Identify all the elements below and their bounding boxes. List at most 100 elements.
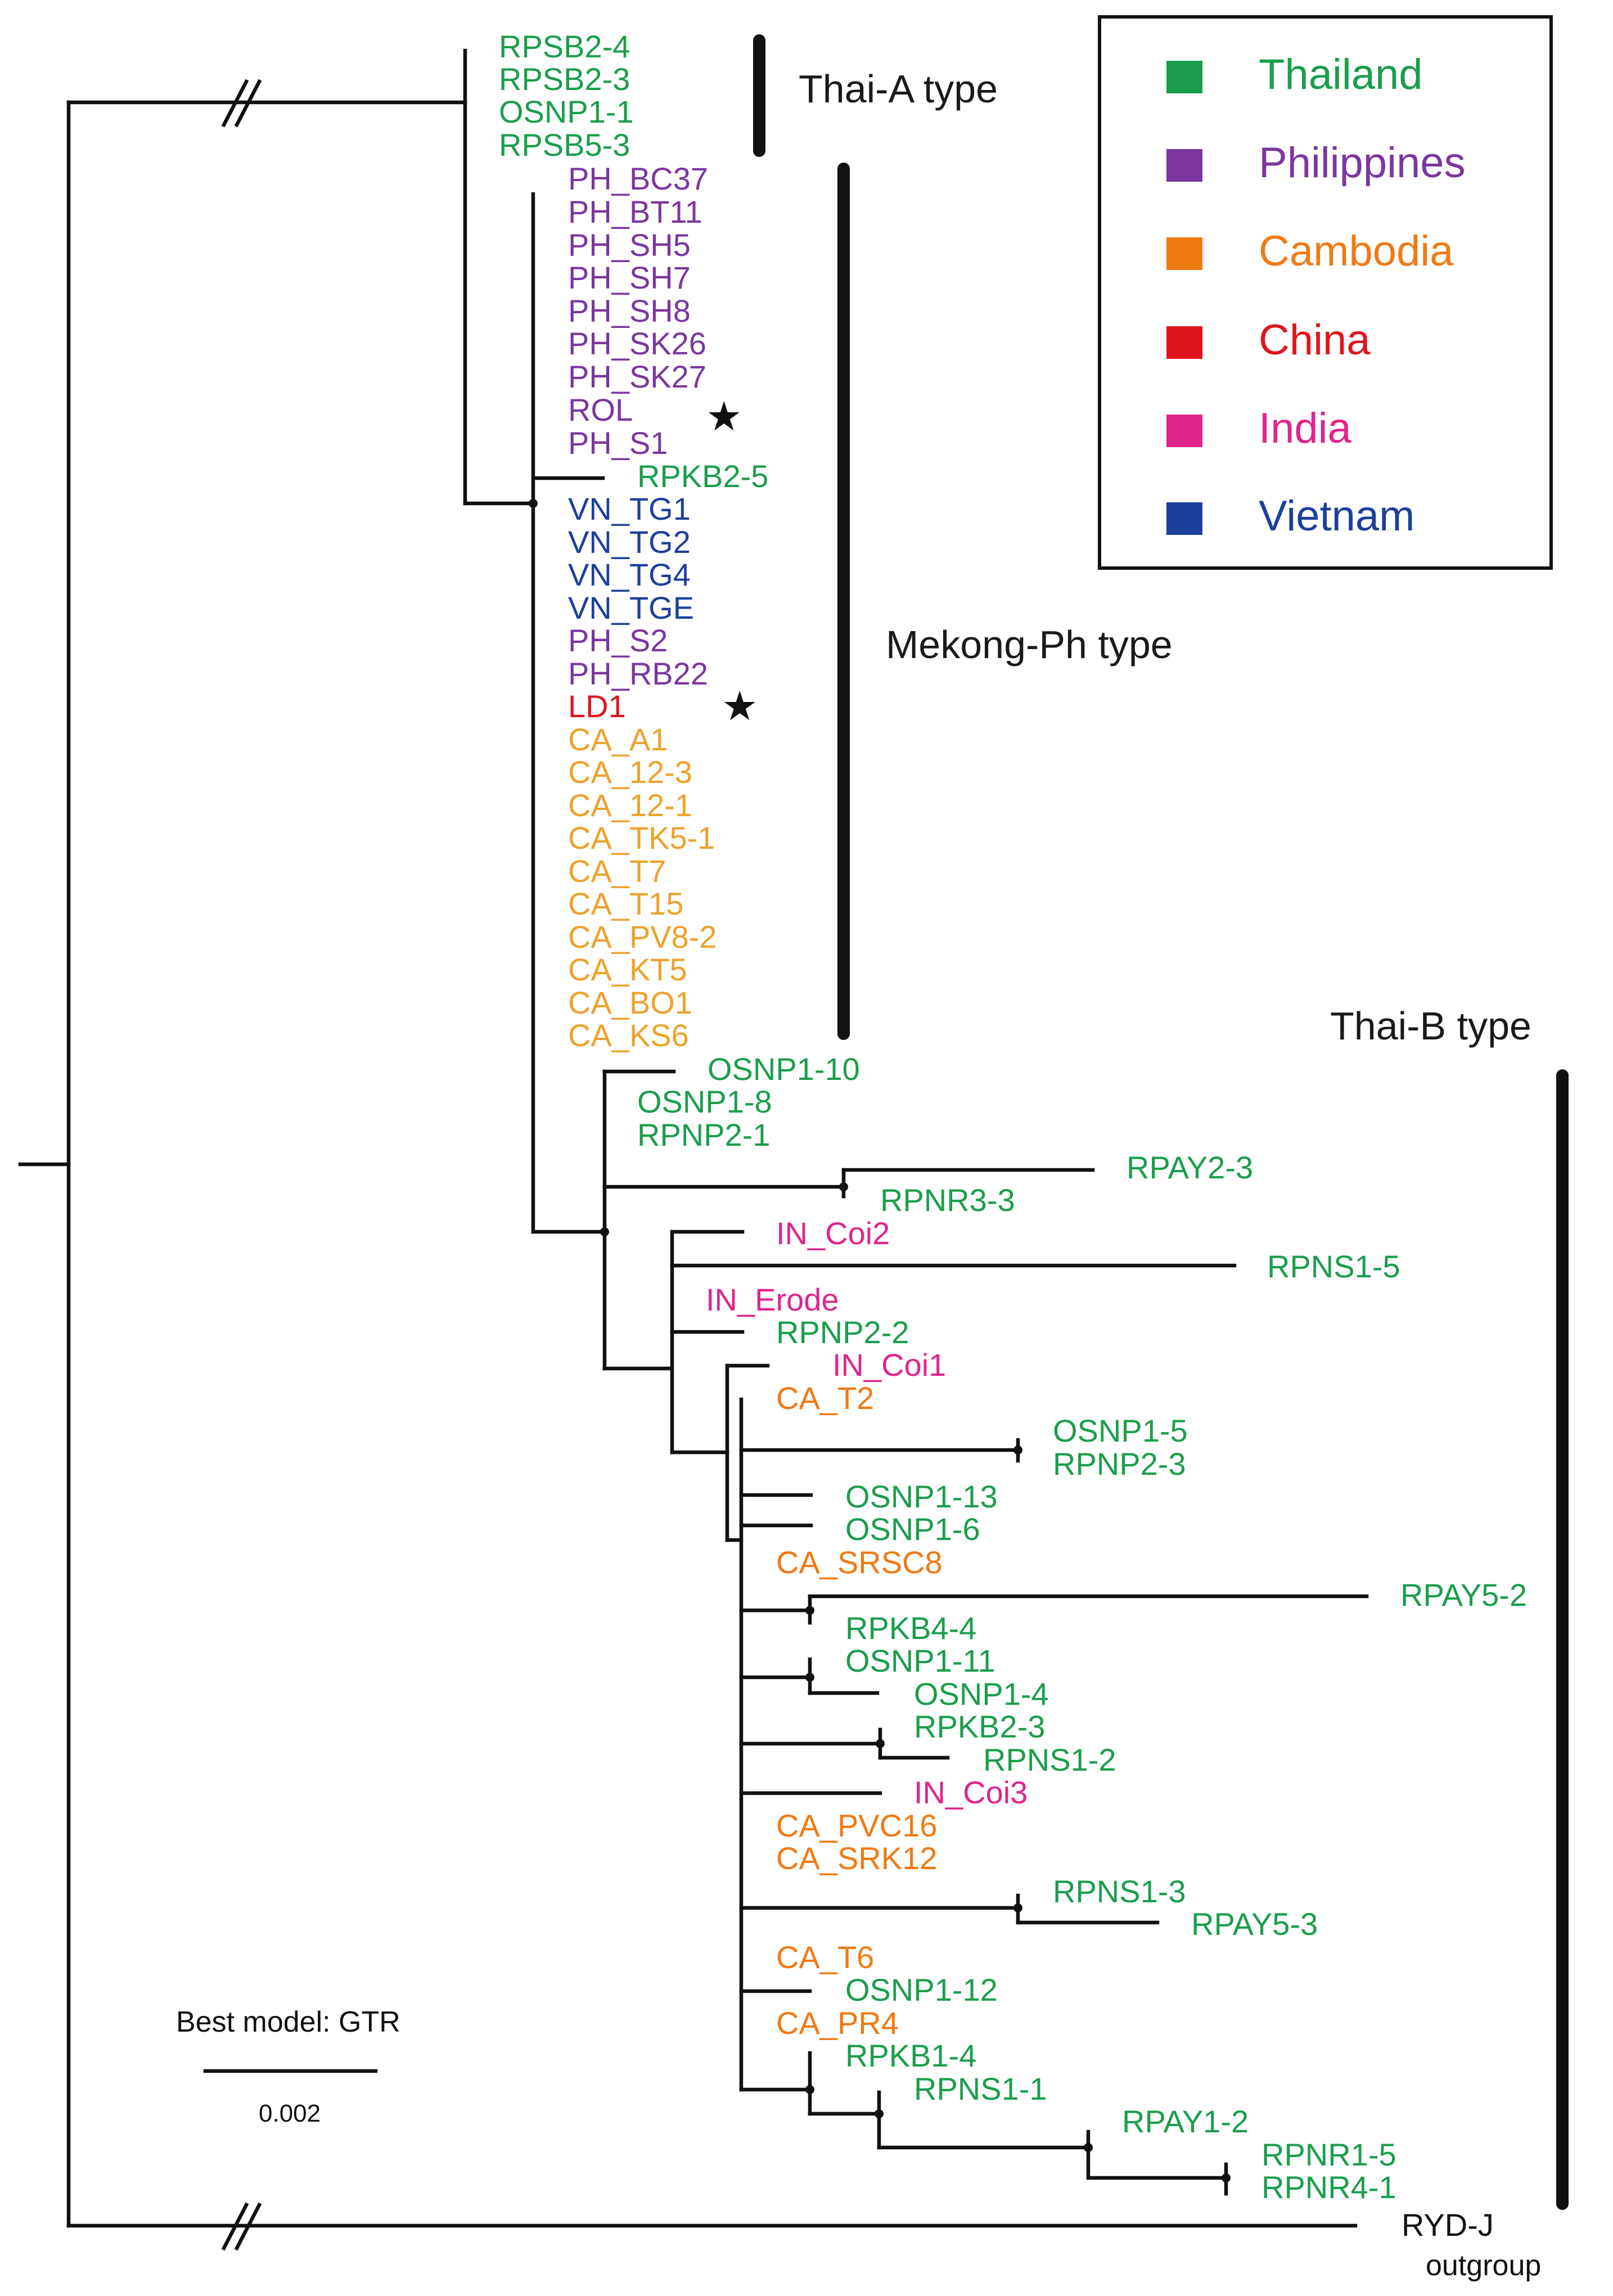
tip-label: OSNP1-13 [845,1479,998,1514]
legend-label: China [1259,316,1371,364]
tip-label: CA_KS6 [568,1018,689,1053]
tip-label: CA_KT5 [568,952,687,987]
tip-label: VN_TG1 [568,491,691,526]
legend-label: Thailand [1259,51,1423,98]
tip-label: OSNP1-1 [499,94,634,129]
tip-label: OSNP1-6 [845,1511,980,1547]
tip-label: RPNS1-3 [1053,1874,1186,1909]
tip-label: RPAY2-3 [1127,1150,1253,1185]
node-dot [1084,2143,1093,2152]
tip-label: RPKB2-5 [637,458,768,494]
tip-label: RPNS1-5 [1267,1249,1400,1284]
tip-label: OSNP1-12 [845,1972,998,2007]
clade-label-thai-a: Thai-A type [799,67,998,111]
tip-label: RPNR1-5 [1261,2137,1396,2172]
tip-label: CA_PV8-2 [568,919,717,955]
tip-label: VN_TG4 [568,557,691,592]
star-icon: ★ [722,684,758,729]
tip-label: PH_S2 [568,623,668,658]
tip-label: PH_SK26 [568,326,706,361]
tip-label: RPNR3-3 [880,1182,1015,1218]
tip-label: RPAY5-2 [1400,1577,1527,1613]
tip-label: RPAY1-2 [1122,2104,1249,2139]
node-dot [529,499,538,508]
tip-label: RPNP2-3 [1053,1446,1186,1482]
tip-label: CA_T2 [776,1380,874,1416]
tip-label: CA_TK5-1 [568,820,715,856]
tip-label: CA_12-1 [568,787,692,823]
clade-label-thai-b: Thai-B type [1330,1004,1531,1048]
node-dot [805,1606,814,1615]
legend-label: Philippines [1259,139,1466,187]
tip-label: OSNP1-11 [845,1643,995,1678]
tip-label: IN_Erode [706,1282,839,1317]
tip-label: CA_SRSC8 [776,1545,943,1580]
tip-label: CA_PVC16 [776,1808,937,1843]
tip-label: RPNS1-1 [914,2071,1047,2106]
legend-swatch [1166,237,1202,270]
tip-label: VN_TGE [568,590,694,625]
legend-swatch [1166,61,1202,93]
tip-label: OSNP1-10 [708,1051,860,1087]
tip-label: OSNP1-5 [1053,1413,1188,1448]
legend-swatch [1166,326,1202,359]
tip-label: RPNR4-1 [1261,2169,1396,2205]
tip-label: RPNP2-1 [637,1117,771,1152]
node-dot [805,2085,814,2094]
tip-label: CA_12-3 [568,754,692,790]
tip-label: IN_Coi3 [914,1775,1028,1810]
legend-items: Thailand Philippines Cambodia China India Vie… [1166,51,1466,540]
tip-label: RPSB5-3 [499,127,630,163]
node-dot [839,1182,848,1191]
tip-label: PH_S1 [568,425,668,461]
tip-label: LD1 [568,688,626,724]
node-dot [875,2109,884,2118]
legend-swatch [1166,415,1202,447]
tip-label: CA_SRK12 [776,1840,937,1876]
scale-value: 0.002 [259,2100,321,2127]
tip-label: OSNP1-8 [637,1084,772,1119]
tip-label: RPKB1-4 [845,2038,976,2073]
node-dots [529,499,1231,2182]
axis-break [234,79,262,128]
tip-label: VN_TG2 [568,524,691,560]
axis-break [234,2202,262,2251]
legend-swatch [1166,502,1202,535]
clade-bars [753,34,1569,2210]
tip-label: PH_SH5 [568,227,691,263]
tip-label: RPSB2-4 [499,29,630,64]
tip-label: IN_Coi2 [776,1215,890,1251]
tip-label: PH_RB22 [568,656,708,691]
axis-break [221,2202,249,2251]
tip-label: RPNP2-2 [776,1314,909,1350]
tip-label: RPKB4-4 [845,1610,976,1646]
tip-label: ROL [568,392,633,427]
tip-label: CA_BO1 [568,985,692,1020]
tip-label: RYD-J [1402,2207,1494,2243]
tip-label: CA_A1 [568,722,668,757]
tip-label: PH_SK27 [568,359,706,394]
legend-label: Vietnam [1259,492,1414,540]
tip-label: PH_BC37 [568,161,708,196]
legend-label: Cambodia [1259,227,1454,275]
node-dot [600,1227,609,1236]
tip-labels: RPSB2-4RPSB2-3OSNP1-1RPSB5-3PH_BC37PH_BT… [499,29,1527,2243]
tip-label: RPSB2-3 [499,61,630,97]
tip-label: RPNS1-2 [983,1742,1116,1777]
outgroup-label: outgroup [1426,2249,1541,2282]
tip-label: PH_BT11 [568,194,702,229]
tip-label: PH_SH7 [568,260,691,295]
tip-label: CA_T6 [776,1939,874,1975]
tip-label: CA_PR4 [776,2005,899,2041]
node-dot [1222,2173,1231,2182]
node-dot [1013,1446,1022,1455]
tip-label: RPAY5-3 [1191,1906,1318,1942]
axis-break [221,79,249,128]
legend-label: India [1259,404,1352,452]
tip-label: CA_T7 [568,853,666,889]
scale-model-label: Best model: GTR [176,2006,400,2038]
tip-label: CA_T15 [568,886,683,921]
node-dot [805,1673,814,1682]
legend-swatch [1166,149,1202,182]
